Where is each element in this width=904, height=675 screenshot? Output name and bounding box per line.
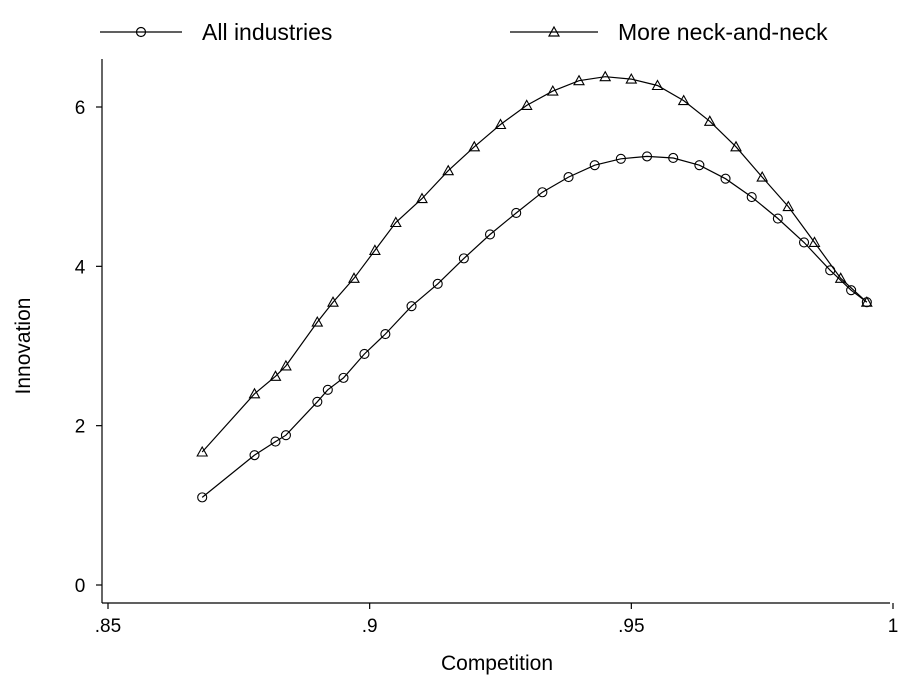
data-point-triangle: [442, 164, 455, 176]
x-tick-label: 1: [888, 616, 899, 637]
data-point-circle: [772, 213, 783, 224]
data-point-circle: [589, 160, 600, 171]
x-ticks: .85 .9 .95 1: [95, 603, 899, 637]
data-point-circle: [338, 372, 349, 383]
data-point-triangle: [279, 359, 292, 371]
data-point-circle: [563, 172, 574, 183]
data-point-triangle: [599, 70, 612, 82]
y-tick-label: 0: [75, 576, 86, 597]
legend-label-more-neck-and-neck: More neck-and-neck: [618, 19, 828, 45]
data-point-triangle: [311, 315, 324, 327]
data-point-triangle: [368, 244, 381, 255]
data-point-triangle: [782, 200, 795, 212]
data-point-triangle: [651, 79, 664, 91]
data-point-triangle: [625, 72, 638, 84]
data-point-circle: [280, 430, 291, 441]
data-point-triangle: [248, 387, 261, 399]
data-point-triangle: [389, 216, 402, 228]
data-point-circle: [458, 253, 469, 264]
data-point-circle: [798, 237, 810, 248]
legend: All industries More neck-and-neck: [100, 19, 828, 45]
data-point-circle: [668, 152, 679, 164]
data-point-triangle: [416, 192, 428, 204]
data-point-circle: [746, 191, 757, 203]
data-point-triangle: [677, 94, 690, 106]
data-point-circle: [720, 173, 731, 184]
legend-item-more-neck-and-neck: More neck-and-neck: [510, 19, 828, 45]
x-axis-title: Competition: [441, 652, 553, 675]
data-point-triangle: [196, 445, 209, 457]
data-point-triangle: [269, 370, 282, 381]
x-tick-label: .95: [618, 616, 644, 637]
data-point-triangle: [494, 118, 507, 130]
x-tick-label: .85: [95, 616, 121, 637]
y-tick-label: 2: [75, 417, 86, 438]
data-point-circle: [359, 348, 370, 360]
legend-marker-circle: [135, 26, 147, 38]
axes: 0 2 4 6 .85 .9 .95 1: [75, 59, 899, 637]
data-point-circle: [641, 151, 653, 162]
data-point-triangle: [808, 236, 821, 247]
data-point-circle: [322, 384, 333, 395]
legend-item-all-industries: All industries: [100, 19, 332, 45]
series-line-all-industries: [201, 155, 868, 498]
data-point-circle: [484, 229, 496, 240]
data-point-circle: [270, 436, 281, 447]
data-point-triangle: [520, 99, 533, 110]
data-point-triangle: [468, 140, 481, 152]
legend-label-all-industries: All industries: [202, 19, 332, 45]
data-point-circle: [197, 492, 208, 503]
data-point-triangle: [327, 296, 339, 307]
series-all-industries: [197, 151, 872, 503]
y-tick-label: 6: [75, 98, 86, 119]
data-point-triangle: [546, 84, 559, 96]
series-more-neck-and-neck: [196, 70, 873, 457]
data-point-triangle: [573, 74, 585, 86]
y-axis-title: Innovation: [12, 298, 35, 395]
x-tick-label: .9: [362, 616, 378, 637]
plot-series: [196, 70, 873, 503]
legend-marker-triangle: [547, 25, 561, 37]
data-point-circle: [249, 450, 260, 461]
data-point-triangle: [703, 115, 716, 126]
data-point-circle: [537, 187, 548, 198]
data-point-circle: [312, 396, 323, 407]
data-point-triangle: [730, 140, 742, 152]
data-point-triangle: [860, 296, 873, 307]
data-point-circle: [432, 278, 443, 289]
data-point-circle: [406, 301, 417, 312]
y-ticks: 0 2 4 6: [75, 98, 102, 597]
data-point-triangle: [756, 170, 769, 182]
data-point-triangle: [348, 272, 360, 283]
data-point-circle: [615, 153, 626, 164]
data-point-circle: [511, 207, 522, 219]
data-point-circle: [694, 160, 705, 171]
y-tick-label: 4: [75, 257, 86, 278]
data-point-circle: [846, 285, 857, 296]
series-line-more-neck-and-neck: [201, 76, 868, 453]
data-point-triangle: [834, 272, 847, 283]
data-point-circle: [380, 328, 391, 340]
